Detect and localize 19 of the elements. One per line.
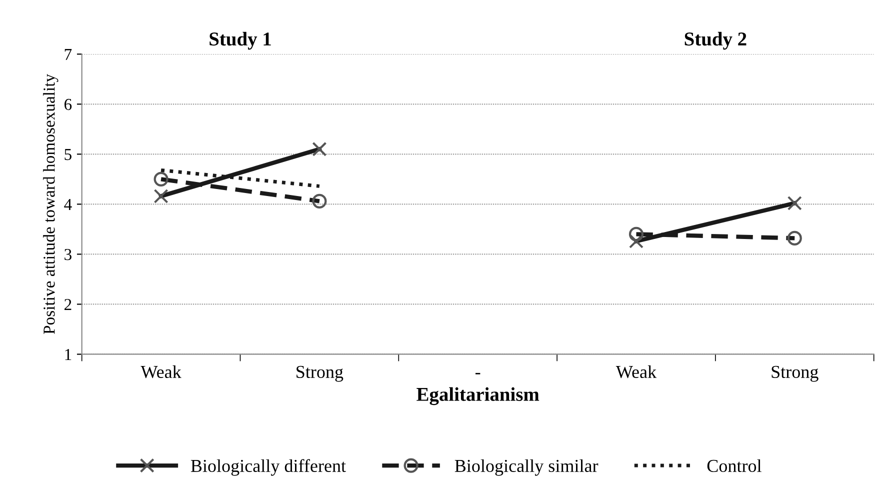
y-tick-label: 7 (64, 48, 72, 60)
y-tick-label: 6 (64, 98, 72, 110)
y-axis-title: Positive attitude toward homosexuality (43, 74, 58, 334)
legend-label: Control (707, 459, 762, 472)
text: Study 1 (210, 32, 271, 50)
y-tick-label: 2 (64, 298, 72, 310)
y-tick-label: 3 (64, 248, 72, 260)
text: Study 2 (684, 32, 746, 50)
x-tick-label: Weak (616, 365, 657, 378)
legend-label: Biologically similar (454, 459, 598, 476)
x-tick-label: Strong (296, 366, 344, 382)
x-tick-label: - (476, 372, 480, 374)
y-tick-label: 1 (65, 349, 72, 360)
x-tick-label: Strong (772, 366, 818, 382)
y-tick-label: 4 (64, 198, 72, 210)
legend-label: Biologically different (190, 459, 346, 476)
x-tick-label: Weak (140, 365, 182, 378)
y-tick-label: 5 (64, 149, 72, 160)
x-axis-title: Egalitarianism (416, 387, 540, 406)
